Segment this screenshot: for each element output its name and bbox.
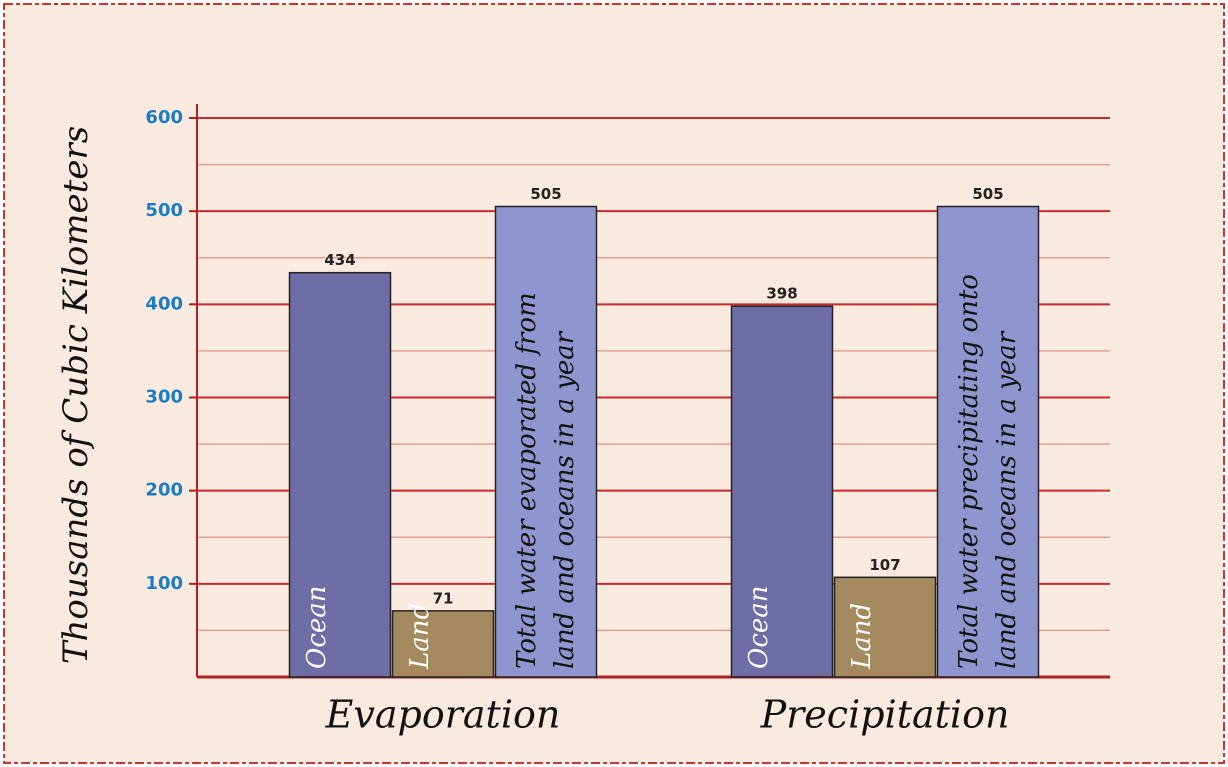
bar bbox=[496, 207, 597, 677]
x-tick-label: Evaporation bbox=[325, 693, 561, 737]
chart: Thousands of Cubic Kilometers 100 200 300 4… bbox=[0, 0, 1228, 767]
y-axis-title: Thousands of Cubic Kilometers bbox=[56, 126, 96, 664]
value-label: 434 bbox=[324, 251, 355, 269]
value-label: 107 bbox=[869, 556, 900, 574]
y-tick-label: 200 bbox=[145, 480, 183, 501]
bar-label: Ocean bbox=[302, 585, 332, 669]
bar-label: land and oceans in a year bbox=[992, 330, 1022, 669]
y-tick-label: 100 bbox=[145, 573, 183, 594]
bar-label: Land bbox=[405, 603, 435, 670]
value-label: 71 bbox=[433, 589, 454, 607]
y-tick-label: 300 bbox=[145, 387, 183, 408]
value-label: 505 bbox=[530, 185, 561, 203]
value-label: 505 bbox=[972, 185, 1003, 203]
bar-label: Total water evaporated from bbox=[512, 292, 542, 669]
y-tick-label: 600 bbox=[145, 107, 183, 128]
bar-label: land and oceans in a year bbox=[550, 330, 580, 669]
y-tick-label: 400 bbox=[145, 293, 183, 314]
bar-label: Land bbox=[847, 603, 877, 670]
bar-label: Ocean bbox=[744, 585, 774, 669]
bar bbox=[938, 207, 1039, 677]
x-tick-label: Precipitation bbox=[760, 693, 1010, 737]
bar-label: Total water precipitating onto bbox=[954, 274, 984, 669]
y-tick-label: 500 bbox=[145, 200, 183, 221]
value-label: 398 bbox=[766, 285, 797, 303]
